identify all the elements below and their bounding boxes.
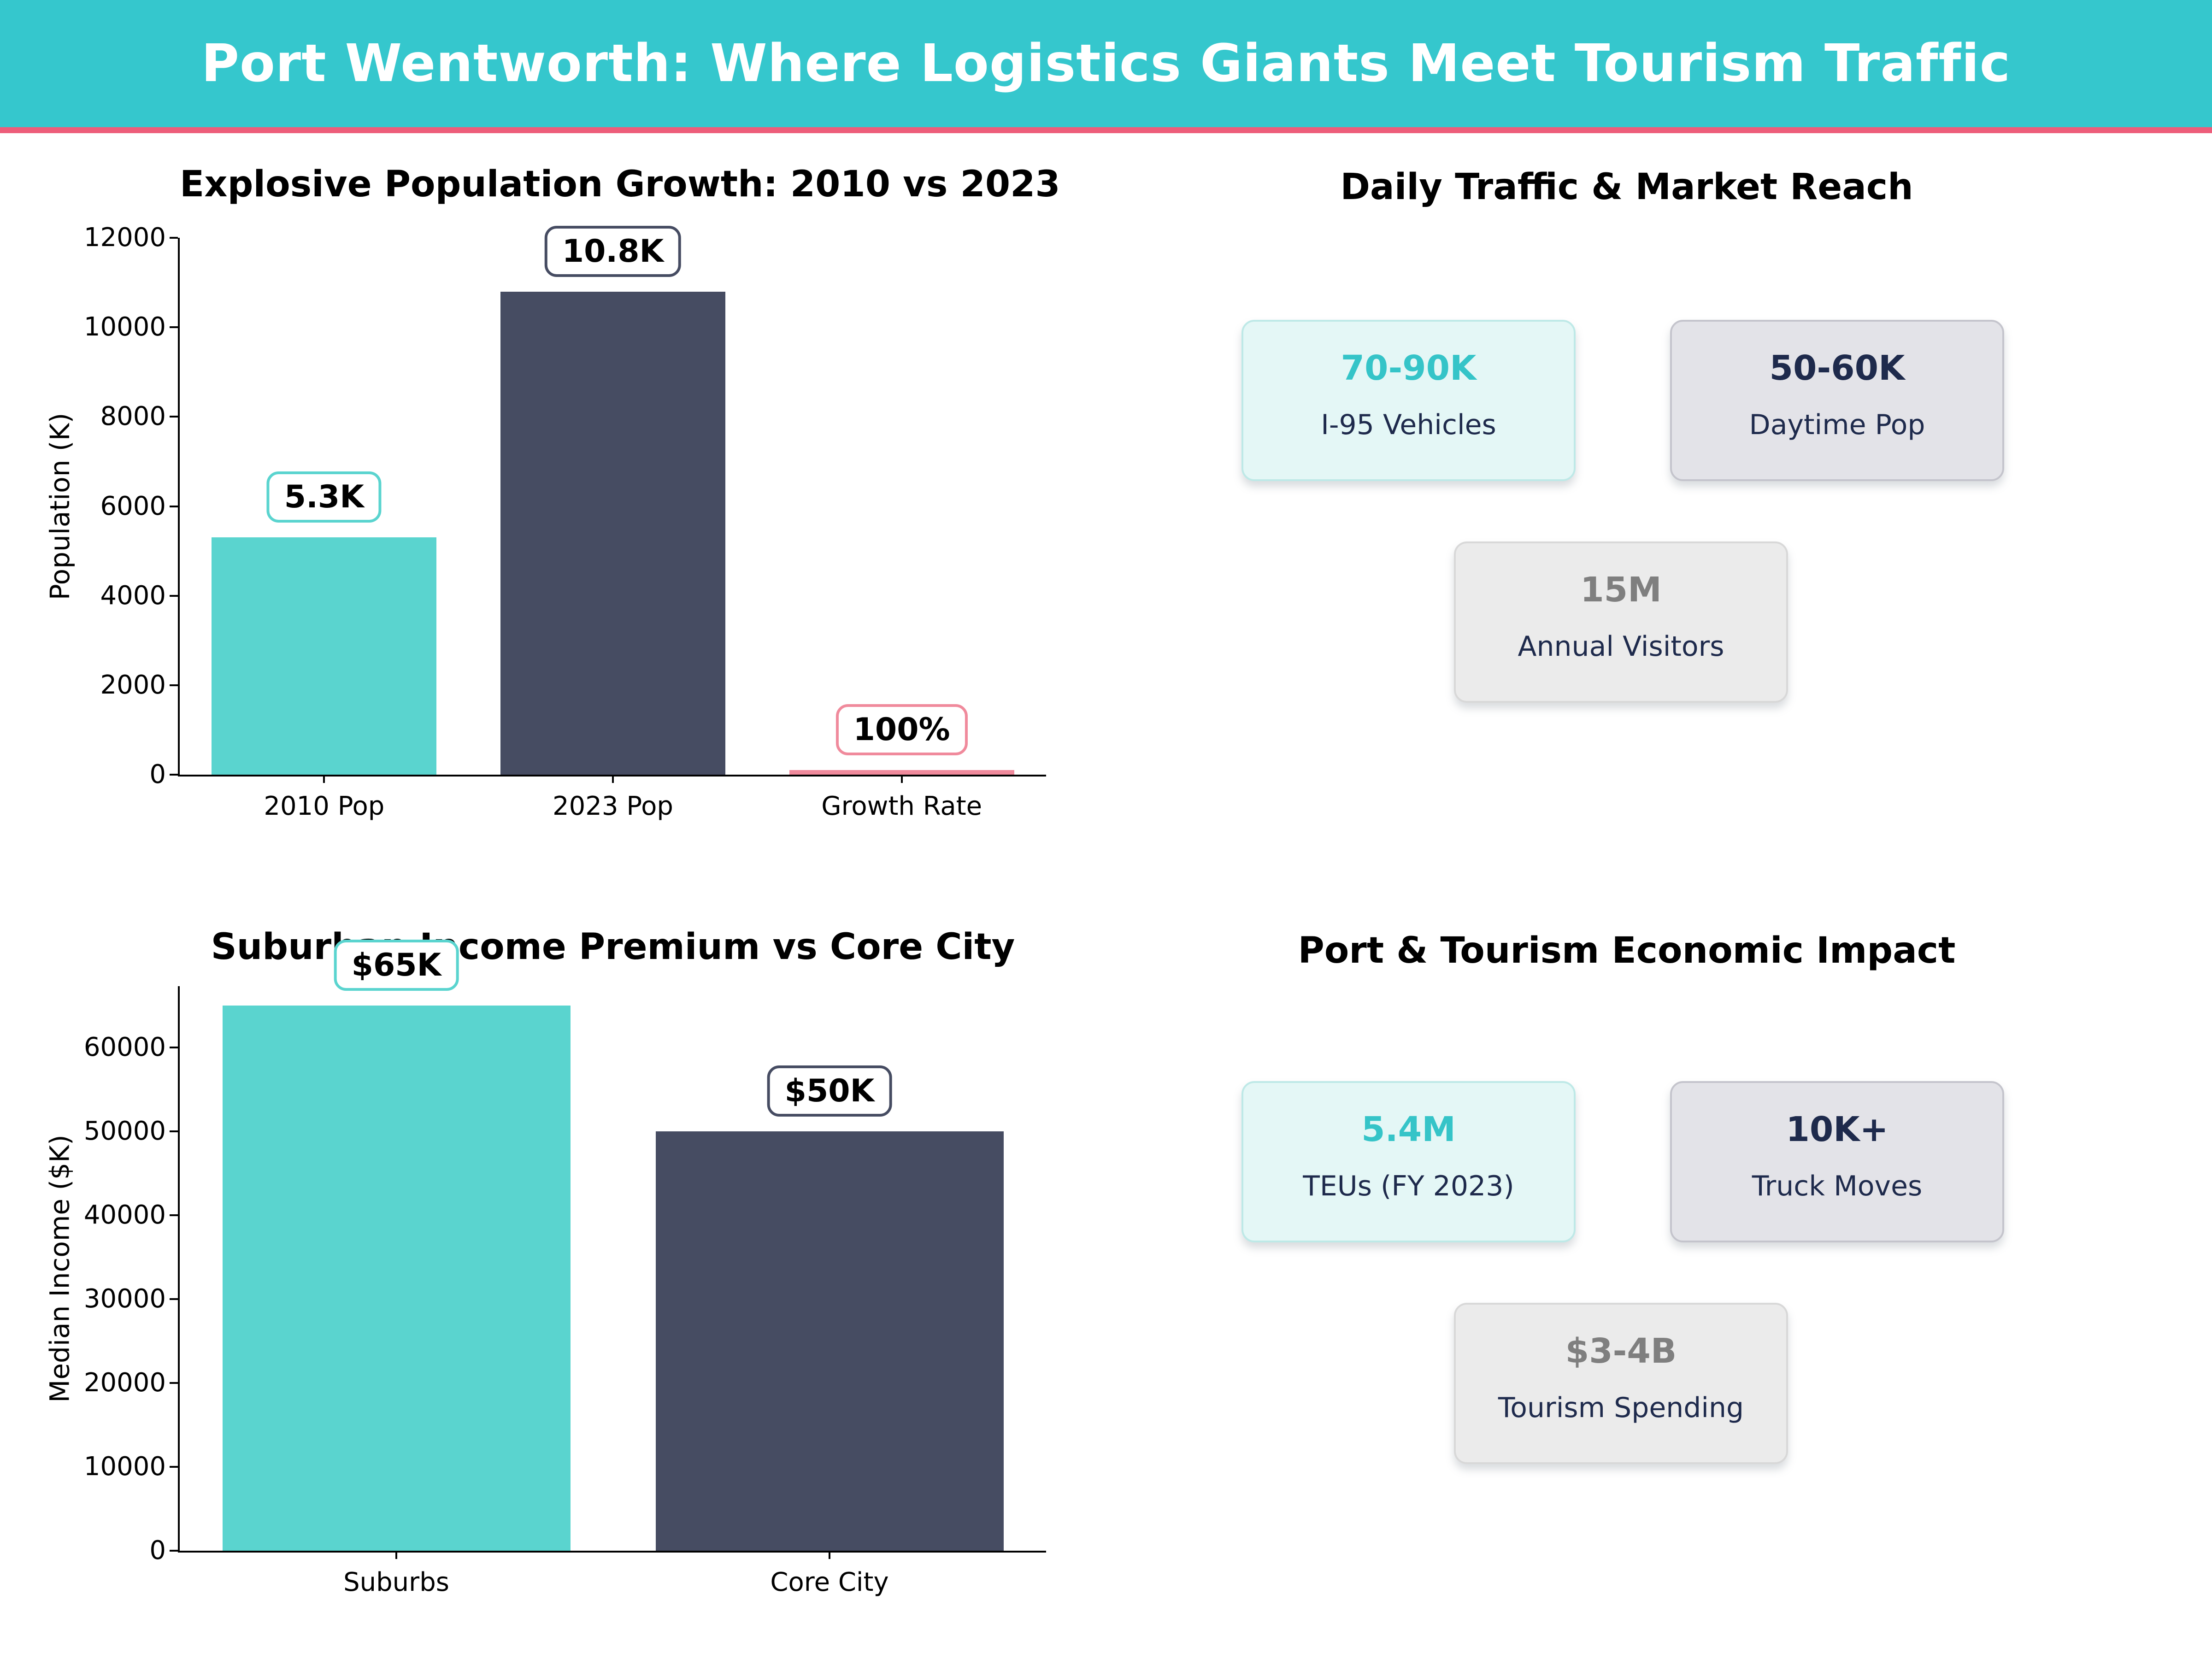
y-tick-label: 30000 [83, 1283, 166, 1314]
bar-value-label: 100% [835, 704, 968, 756]
y-tick [170, 505, 178, 507]
y-axis-spine [178, 986, 180, 1553]
economic-impact-section: Port & Tourism Economic Impact 5.4M TEUs … [1106, 876, 2212, 1659]
x-tick-label: Core City [770, 1567, 889, 1597]
plot-area: Median Income ($K) 0 10000 20000 30000 40000… [44, 939, 1046, 1597]
bar-2010-pop [212, 537, 437, 775]
section-title: Port & Tourism Economic Impact [1298, 930, 1956, 971]
x-tick-label: Suburbs [343, 1567, 449, 1597]
y-tick [170, 1298, 178, 1300]
x-tick-label: 2023 Pop [553, 791, 673, 821]
y-tick [170, 684, 178, 686]
header-banner: Port Wentworth: Where Logistics Giants M… [0, 0, 2212, 127]
stat-label: Daytime Pop [1749, 409, 1925, 441]
y-tick [170, 1046, 178, 1048]
stat-value: 50-60K [1769, 348, 1905, 388]
stat-value: $3-4B [1565, 1331, 1677, 1371]
stat-card-i-95-vehicles: 70-90K I-95 Vehicles [1241, 320, 1576, 481]
y-tick [170, 1382, 178, 1384]
plot-area: Population (K) 0 2000 4000 6000 8000 10000 120… [44, 223, 1046, 821]
daily-traffic-section: Daily Traffic & Market Reach 70-90K I-95 … [1106, 133, 2212, 876]
y-tick-label: 20000 [83, 1367, 166, 1398]
chart-title: Suburban Income Premium vs Core City [211, 926, 1015, 968]
stat-label: Annual Visitors [1518, 630, 1724, 663]
y-tick-label: 10000 [83, 312, 166, 342]
bar-value-label: $50K [767, 1065, 892, 1117]
x-tick-label: Growth Rate [821, 791, 982, 821]
stat-value: 10K+ [1786, 1110, 1888, 1149]
y-axis-label: Median Income ($K) [44, 1134, 76, 1403]
y-tick [170, 326, 178, 329]
stat-value: 5.4M [1361, 1110, 1456, 1149]
y-tick [170, 594, 178, 597]
y-tick-label: 0 [149, 759, 166, 789]
y-tick [170, 1550, 178, 1552]
stat-card-annual-visitors: 15M Annual Visitors [1454, 541, 1788, 703]
banner-accent-stripe [0, 127, 2212, 133]
y-tick-label: 8000 [100, 401, 166, 432]
bar-suburbs [222, 1005, 571, 1551]
section-title: Daily Traffic & Market Reach [1340, 166, 1913, 208]
stat-card-truck-moves: 10K+ Truck Moves [1670, 1081, 2004, 1242]
y-tick [170, 1465, 178, 1468]
stat-label: Tourism Spending [1498, 1392, 1744, 1424]
y-tick-label: 10000 [83, 1451, 166, 1482]
y-tick-label: 12000 [83, 223, 166, 253]
stat-label: Truck Moves [1752, 1170, 1923, 1202]
y-tick-label: 60000 [83, 1032, 166, 1062]
y-tick [170, 1130, 178, 1132]
bar-2023-pop [500, 291, 725, 775]
page-title: Port Wentworth: Where Logistics Giants M… [201, 34, 2011, 94]
bar-growth-rate [789, 770, 1014, 775]
x-tick [323, 775, 325, 783]
bar-core-city [655, 1131, 1004, 1551]
stat-card-teus-fy-2023-: 5.4M TEUs (FY 2023) [1241, 1081, 1576, 1242]
y-tick-label: 0 [149, 1535, 166, 1565]
y-tick [170, 1214, 178, 1216]
stat-card-daytime-pop: 50-60K Daytime Pop [1670, 320, 2004, 481]
stat-label: TEUs (FY 2023) [1303, 1170, 1514, 1202]
stat-value: 70-90K [1341, 348, 1477, 388]
stat-value: 15M [1580, 570, 1662, 610]
x-tick [395, 1551, 397, 1559]
bar-value-label: 10.8K [544, 225, 682, 277]
y-tick-label: 50000 [83, 1116, 166, 1146]
y-tick [170, 237, 178, 239]
population-growth-chart: Explosive Population Growth: 2010 vs 202… [0, 133, 1106, 876]
y-tick-label: 4000 [100, 580, 166, 611]
x-tick [612, 775, 614, 783]
bar-value-label: 5.3K [266, 471, 382, 523]
bar-value-label: $65K [334, 939, 459, 991]
x-tick [829, 1551, 830, 1559]
y-tick-label: 40000 [83, 1200, 166, 1230]
x-axis-spine [178, 1551, 1046, 1553]
stat-card-tourism-spending: $3-4B Tourism Spending [1454, 1303, 1788, 1464]
y-tick-label: 2000 [100, 670, 166, 700]
chart-title: Explosive Population Growth: 2010 vs 202… [180, 164, 1060, 205]
y-axis-label-wrap: Population (K) [41, 238, 78, 775]
stat-label: I-95 Vehicles [1321, 409, 1496, 441]
y-axis-spine [178, 238, 180, 777]
y-axis-label-wrap: Median Income ($K) [41, 986, 78, 1551]
y-tick-label: 6000 [100, 491, 166, 521]
y-tick [170, 774, 178, 776]
income-premium-chart: Suburban Income Premium vs Core City Med… [0, 876, 1106, 1659]
y-axis-label: Population (K) [44, 412, 76, 600]
x-tick [900, 775, 903, 783]
x-tick-label: 2010 Pop [264, 791, 385, 821]
y-tick [170, 416, 178, 418]
